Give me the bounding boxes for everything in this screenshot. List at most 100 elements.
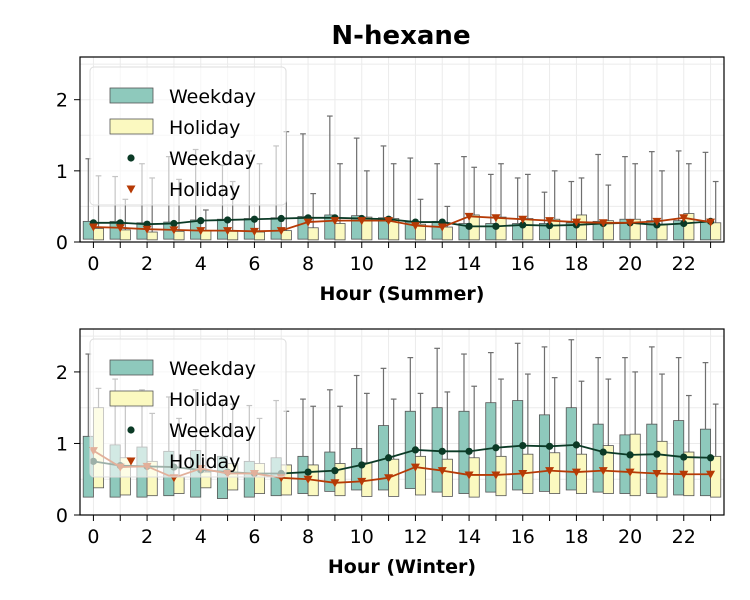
legend-swatch-weekday: [109, 87, 154, 104]
weekday-mean-point: [384, 454, 393, 462]
weekday-whisker: [514, 342, 521, 401]
holiday-whisker: [524, 173, 531, 219]
holiday-mean-point: [384, 474, 394, 483]
holiday-mean-point: [706, 218, 716, 227]
legend-label: Weekday: [169, 148, 256, 170]
x-tick-label: 10: [350, 253, 374, 275]
holiday-box: [361, 216, 373, 241]
holiday-whisker: [337, 163, 343, 224]
holiday-whisker: [417, 198, 424, 225]
holiday-box: [710, 455, 722, 498]
weekday-whisker: [622, 156, 628, 220]
x-tick-label: 2: [141, 526, 153, 548]
holiday-box: [710, 222, 722, 241]
weekday-whisker: [434, 163, 441, 222]
weekday-whisker: [568, 339, 575, 408]
holiday-whisker: [578, 177, 585, 215]
weekday-box: [699, 428, 711, 497]
legend-swatch-holiday: [109, 390, 154, 407]
holiday-whisker: [551, 170, 558, 220]
weekday-mean-point: [599, 448, 607, 456]
weekday-box: [538, 414, 550, 492]
x-tick-label: 18: [564, 526, 588, 548]
holiday-mean-point: [223, 227, 233, 236]
weekday-mean-point: [492, 222, 500, 230]
x-tick-label: 22: [672, 526, 696, 548]
weekday-box: [592, 423, 604, 493]
x-tick-label: 6: [248, 253, 260, 275]
legend-label: Holiday: [169, 179, 240, 201]
holiday-box: [93, 228, 105, 241]
x-tick-label: 16: [511, 253, 535, 275]
weekday-mean-point: [492, 444, 500, 452]
weekday-whisker: [300, 398, 306, 457]
y-tick-label: 1: [56, 161, 68, 183]
holiday-mean-point: [357, 217, 367, 226]
x-tick-label: 2: [141, 253, 153, 275]
x-tick-label: 12: [403, 253, 427, 275]
holiday-whisker: [471, 385, 478, 458]
legend-marker-weekday: [127, 426, 135, 434]
holiday-box: [549, 218, 561, 241]
weekday-whisker: [675, 150, 682, 221]
weekday-mean-point: [519, 221, 527, 229]
legend-swatch-weekday: [109, 359, 154, 376]
weekday-box: [646, 423, 658, 494]
holiday-box: [173, 230, 185, 241]
weekday-whisker: [702, 362, 709, 430]
weekday-mean-point: [197, 217, 205, 225]
legend-label: Weekday: [169, 358, 256, 380]
holiday-mean-point: [410, 222, 420, 231]
holiday-whisker: [685, 394, 692, 453]
holiday-mean-point: [518, 470, 528, 479]
weekday-whisker: [595, 153, 602, 222]
holiday-box: [629, 433, 641, 497]
holiday-mean-point: [196, 227, 206, 236]
legend-label: Holiday: [169, 451, 240, 473]
legend-marker-holiday: [126, 457, 136, 466]
holiday-mean-point: [330, 217, 340, 226]
x-axis-label: Hour (Summer): [320, 283, 485, 305]
weekday-whisker: [568, 180, 575, 223]
holiday-mean-point: [679, 470, 689, 479]
weekday-mean-point: [170, 219, 178, 228]
weekday-mean-point: [411, 446, 420, 454]
holiday-mean-point: [464, 212, 474, 221]
x-tick-label: 16: [511, 526, 535, 548]
holiday-mean-point: [464, 471, 474, 480]
holiday-box: [307, 227, 319, 241]
holiday-mean-point: [303, 218, 313, 227]
weekday-whisker: [702, 151, 709, 221]
holiday-mean-point: [652, 217, 662, 226]
holiday-mean-point: [679, 214, 689, 223]
y-tick-label: 0: [56, 232, 68, 254]
holiday-mean-point: [518, 215, 528, 224]
weekday-mean-point: [680, 219, 688, 228]
holiday-whisker: [659, 373, 665, 442]
holiday-mean-point: [545, 217, 555, 226]
x-tick-label: 4: [195, 526, 207, 548]
holiday-whisker: [498, 378, 504, 457]
weekday-whisker: [514, 177, 521, 224]
holiday-whisker: [605, 184, 612, 221]
holiday-mean-point: [491, 214, 501, 223]
plot-frame: [79, 56, 725, 243]
legend: Weekday Holiday Weekday Holiday: [89, 338, 287, 478]
weekday-mean-point: [304, 468, 312, 476]
legend: Weekday Holiday Weekday Holiday: [89, 66, 287, 206]
weekday-whisker: [675, 357, 682, 421]
weekday-whisker: [380, 145, 387, 218]
holiday-box: [522, 218, 534, 241]
holiday-mean-point: [598, 219, 608, 228]
holiday-whisker: [551, 377, 558, 453]
holiday-mean-line: [93, 215, 711, 233]
holiday-box: [656, 440, 668, 498]
weekday-whisker: [487, 173, 494, 224]
holiday-mean-point: [169, 226, 179, 235]
holiday-whisker: [712, 403, 719, 457]
holiday-box: [254, 231, 266, 241]
holiday-mean-point: [88, 223, 98, 232]
holiday-box: [441, 458, 453, 497]
